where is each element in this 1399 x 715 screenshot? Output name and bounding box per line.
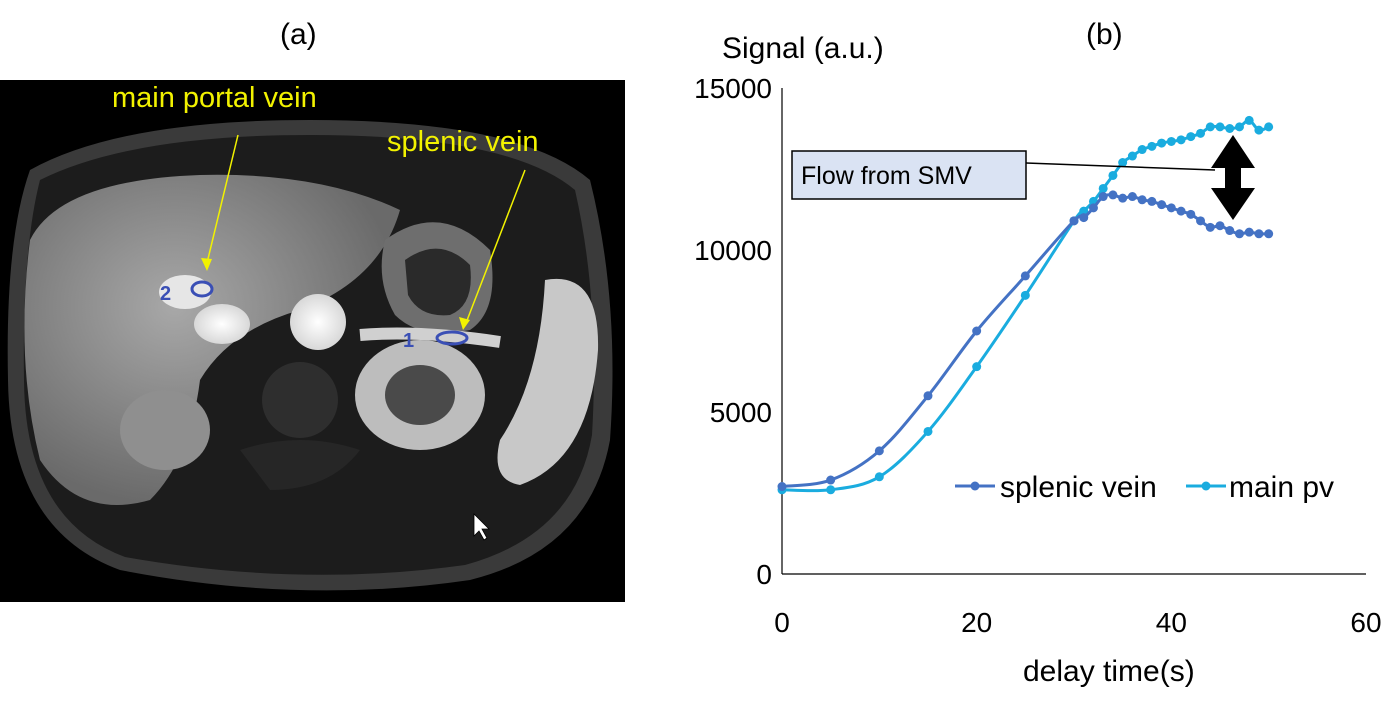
data-point-main-pv: [1020, 290, 1030, 300]
double-arrow-shape: [1211, 135, 1255, 220]
portal-vein-pointer-arrowhead: [201, 258, 212, 271]
data-point-main-pv: [1254, 125, 1264, 135]
data-point-splenic-vein: [874, 446, 884, 456]
splenic-vein-pointer-line: [465, 169, 526, 324]
legend-label: splenic vein: [1000, 471, 1157, 504]
data-point-splenic-vein: [972, 326, 982, 336]
y-tick-label: 0: [756, 559, 772, 590]
roi-portal-number: 2: [160, 283, 171, 305]
main-portal-vein-label: main portal vein: [112, 82, 317, 114]
data-point-main-pv: [1166, 136, 1176, 146]
stomach-lumen: [405, 248, 471, 316]
data-point-splenic-vein: [777, 482, 787, 492]
data-point-main-pv: [1244, 115, 1254, 125]
callout-leader-line: [1025, 162, 1216, 171]
y-tick-label: 10000: [694, 235, 772, 266]
data-point-splenic-vein: [1079, 213, 1089, 223]
data-point-splenic-vein: [1205, 222, 1215, 232]
data-point-main-pv: [923, 426, 933, 436]
spinal-muscles: [240, 440, 360, 490]
data-point-main-pv: [1196, 128, 1206, 138]
spleen: [497, 278, 599, 485]
data-point-main-pv: [1108, 170, 1118, 180]
data-point-main-pv: [874, 472, 884, 482]
data-point-main-pv: [1205, 122, 1215, 132]
data-point-splenic-vein: [1215, 221, 1225, 231]
data-point-splenic-vein: [1098, 192, 1108, 202]
panel-a-label: (a): [280, 18, 317, 51]
data-point-main-pv: [1225, 124, 1235, 133]
splenic-vein-pointer-arrowhead: [459, 317, 470, 330]
data-point-splenic-vein: [1069, 216, 1079, 226]
data-point-splenic-vein: [1157, 200, 1167, 210]
chart-legend: splenic vein main pv: [955, 471, 1334, 504]
data-point-splenic-vein: [1166, 203, 1176, 213]
data-point-splenic-vein: [1186, 209, 1196, 219]
data-point-splenic-vein: [1244, 227, 1254, 237]
data-point-main-pv: [972, 362, 982, 372]
x-tick-label: 40: [1156, 607, 1187, 638]
x-tick-label: 0: [774, 607, 790, 638]
callout-text: Flow from SMV: [801, 162, 972, 190]
x-tick-label: 20: [961, 607, 992, 638]
y-tick-label: 15000: [694, 73, 772, 104]
mouse-cursor-icon: [473, 513, 490, 541]
data-point-splenic-vein: [826, 475, 836, 485]
data-point-main-pv: [1127, 151, 1137, 161]
roi-portal-ellipse: [190, 280, 214, 298]
callout-box: [791, 150, 1027, 200]
data-point-splenic-vein: [1196, 216, 1206, 226]
series-line-splenic-vein: [781, 193, 1269, 489]
data-point-main-pv: [1098, 183, 1108, 193]
ivc: [194, 304, 250, 344]
x-axis-title: delay time(s): [1023, 655, 1195, 688]
data-point-splenic-vein: [1225, 226, 1235, 236]
data-point-splenic-vein: [1137, 195, 1147, 205]
roi-splenic-ellipse: [435, 330, 469, 346]
data-point-splenic-vein: [923, 391, 933, 401]
roi-splenic-number: 1: [403, 330, 414, 352]
chart-series-layer: [777, 115, 1274, 495]
legend-swatch-marker: [1201, 481, 1211, 491]
data-point-main-pv: [1118, 158, 1128, 168]
mri-image: 2 1 main portal vein splenic vein: [0, 80, 625, 602]
data-point-main-pv: [1157, 138, 1167, 148]
y-axis-title: Signal (a.u.): [722, 32, 884, 65]
data-point-splenic-vein: [1147, 196, 1157, 206]
data-point-splenic-vein: [1108, 190, 1118, 200]
signal-chart: 0 5000 10000 15000 0 20 40 60 Signal (a.u.) del…: [694, 32, 1381, 688]
splenic-vein-label: splenic vein: [387, 126, 539, 158]
data-point-main-pv: [1079, 206, 1089, 216]
vertebra: [262, 362, 338, 438]
panel-b-label: (b): [1086, 18, 1123, 51]
portal-vein-pointer-line: [206, 134, 239, 264]
data-point-main-pv: [826, 485, 836, 495]
splenic-vein-vessel: [359, 327, 501, 348]
data-point-main-pv: [1147, 141, 1157, 151]
data-point-main-pv: [1176, 135, 1186, 145]
data-point-main-pv: [1215, 122, 1225, 132]
left-kidney-pelvis: [385, 365, 455, 425]
data-point-main-pv: [1137, 145, 1147, 155]
y-tick-label: 5000: [710, 397, 772, 428]
right-kidney: [120, 390, 210, 470]
data-point-splenic-vein: [1254, 229, 1264, 239]
data-point-splenic-vein: [1020, 271, 1030, 281]
data-point-splenic-vein: [1234, 229, 1244, 239]
double-arrow-icon: [1211, 135, 1255, 220]
legend-label: main pv: [1229, 471, 1334, 504]
data-point-splenic-vein: [1264, 229, 1274, 239]
legend-swatch-marker: [970, 481, 980, 491]
aorta: [290, 294, 346, 350]
data-point-main-pv: [1264, 122, 1274, 132]
data-point-splenic-vein: [1127, 192, 1137, 202]
data-point-splenic-vein: [1176, 206, 1186, 216]
data-point-splenic-vein: [1088, 203, 1098, 213]
x-tick-label: 60: [1350, 607, 1381, 638]
data-point-main-pv: [1234, 122, 1244, 132]
data-point-main-pv: [1186, 132, 1196, 142]
data-point-splenic-vein: [1118, 193, 1128, 203]
